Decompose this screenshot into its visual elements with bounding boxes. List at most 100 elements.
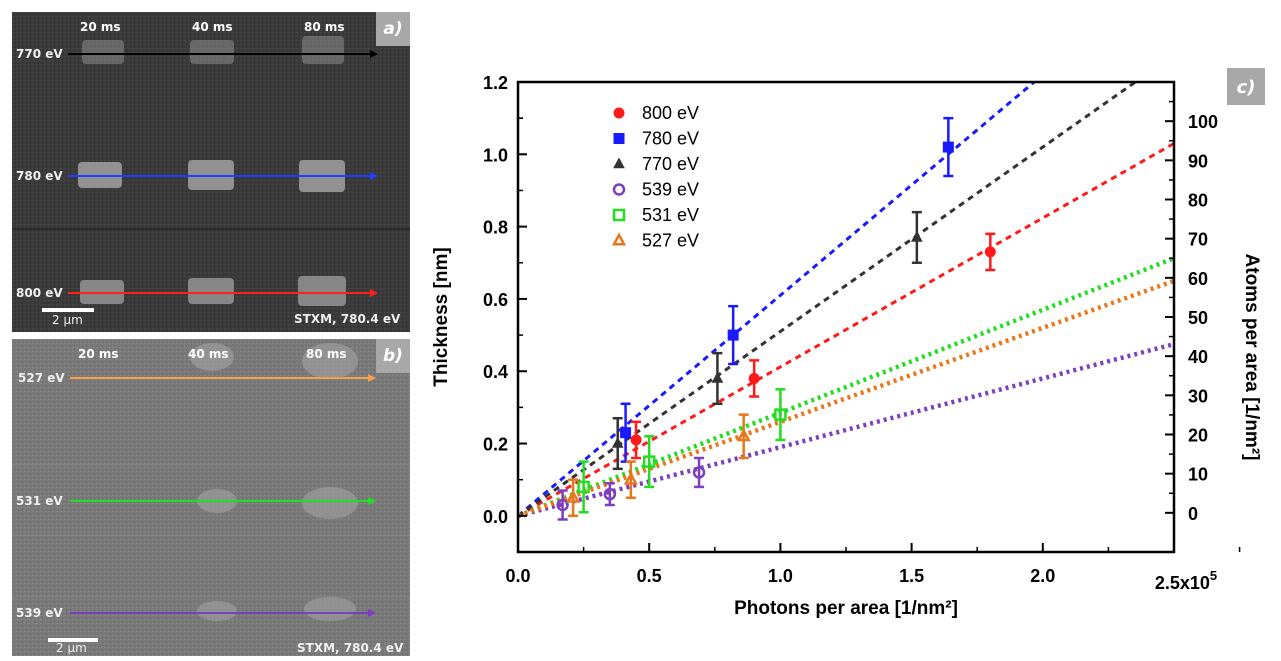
fit-line (518, 82, 1139, 518)
dwell-time-label: 80 ms (304, 20, 345, 34)
dwell-time-label: 40 ms (192, 20, 233, 34)
data-point (748, 372, 760, 384)
stxm-image-a: 20 ms 40 ms 80 ms 770 eV 780 eV 800 eV 2… (12, 12, 410, 332)
x-tick-label: 0.5 (637, 566, 662, 586)
scale-bar (42, 308, 94, 312)
y-tick-label: 0.4 (483, 362, 508, 382)
data-point (620, 427, 632, 439)
chart-panel: 0.0 0.5 1.0 1.5 2.0 2.5x105 0.0 0.2 0.4 0.6 0.8 1.0… (420, 0, 1281, 656)
stxm-image-b-canvas (12, 339, 410, 656)
legend-label: 531 eV (642, 205, 699, 225)
legend-marker (613, 157, 625, 169)
panel-tag-c-box (1227, 68, 1265, 105)
y-tick-label: 1.2 (483, 73, 508, 93)
data-point (556, 498, 569, 512)
data-point (727, 329, 739, 341)
data-point (911, 230, 923, 242)
data-point (711, 371, 724, 383)
data-point (577, 480, 590, 494)
legend-label: 539 eV (642, 180, 699, 200)
data-point (692, 466, 706, 479)
legend-marker (613, 107, 625, 119)
data-point (942, 141, 954, 153)
x-multiplier: x10 (1180, 573, 1210, 593)
x-tick-label-last: 2.5x105 (1155, 568, 1217, 593)
x-tick-label: 1.5 (899, 566, 924, 586)
image-caption: STXM, 780.4 eV (297, 641, 404, 655)
arrowhead-527 (368, 374, 376, 382)
arrowhead-531 (368, 497, 376, 505)
energy-label: 800 eV (16, 286, 63, 300)
y-axis-label: Thickness [nm] (431, 247, 452, 386)
y2-tick-label: 40 (1188, 347, 1208, 367)
energy-label: 531 eV (16, 494, 63, 508)
y-tick-label: 0.0 (483, 507, 508, 527)
data-point (774, 408, 787, 421)
fit-line (518, 341, 1174, 519)
x-tick-label: 2.5 (1155, 573, 1180, 593)
legend-marker (612, 183, 626, 196)
arrowhead-770 (370, 50, 378, 58)
y2-tick-label: 10 (1188, 465, 1208, 485)
arrowhead-780 (370, 172, 378, 180)
scale-bar (48, 638, 98, 642)
data-point (566, 489, 581, 503)
image-caption: STXM, 780.4 eV (294, 312, 401, 326)
energy-label: 770 eV (16, 47, 63, 61)
x-axis-label: Photons per area [1/nm²] (734, 598, 958, 619)
y2-tick-label: 30 (1188, 386, 1208, 406)
legend-marker (612, 208, 626, 222)
energy-label: 527 eV (18, 371, 65, 385)
x-tick-label: 1.0 (768, 566, 793, 586)
data-point (984, 246, 996, 258)
fit-lines (518, 82, 1174, 519)
panel-tag-c: c) (1237, 77, 1256, 98)
arrowhead-800 (370, 289, 378, 297)
data-point (630, 434, 642, 446)
y-tick-label: 0.8 (483, 218, 508, 238)
dwell-time-label: 20 ms (78, 347, 119, 361)
x-tick-label: 0.0 (505, 566, 530, 586)
energy-label: 780 eV (16, 169, 63, 183)
fit-line (518, 256, 1174, 518)
dwell-time-label: 40 ms (188, 347, 229, 361)
y2-tick-label: 80 (1188, 191, 1208, 211)
scale-bar-label: 2 µm (52, 313, 83, 327)
legend-marker (611, 232, 627, 246)
data-point (611, 436, 624, 448)
stxm-image-b: 20 ms 40 ms 80 ms 527 eV 531 eV 539 eV 2… (12, 339, 410, 656)
thickness-chart: 0.0 0.5 1.0 1.5 2.0 2.5x105 0.0 0.2 0.4 0.6 0.8 1.0… (431, 68, 1265, 619)
y2-axis-label: Atoms per area [1/nm²] (1241, 254, 1262, 461)
legend-label: 800 eV (642, 103, 699, 123)
fit-line (518, 142, 1174, 518)
panel-tag-b: b) (376, 339, 410, 373)
dwell-time-label: 20 ms (80, 20, 121, 34)
panel-tag-a: a) (376, 12, 410, 46)
y2-tick-label: 60 (1188, 269, 1208, 289)
legend-marker (613, 133, 625, 144)
legend-label: 780 eV (642, 129, 699, 149)
data-point (736, 428, 751, 442)
y2-tick-label: 0 (1188, 504, 1198, 524)
y2-tick-label: 70 (1188, 230, 1208, 250)
y2-tick-label: 90 (1188, 151, 1208, 171)
fit-line (518, 278, 1174, 518)
data-point (603, 487, 617, 501)
y2-tick-label: 100 (1188, 112, 1218, 132)
dwell-time-label: 80 ms (306, 347, 347, 361)
arrowhead-539 (368, 609, 376, 617)
legend-label: 527 eV (642, 231, 699, 251)
energy-label: 539 eV (16, 606, 63, 620)
y2-tick-label: 20 (1188, 426, 1208, 446)
plot-frame (516, 80, 1176, 554)
x-multiplier-exponent: 5 (1210, 568, 1217, 583)
data-point (623, 471, 638, 485)
scale-bar-label: 2 µm (56, 641, 87, 655)
y-tick-label: 1.0 (483, 145, 508, 165)
y2-tick-label: 50 (1188, 308, 1208, 328)
legend-label: 770 eV (642, 154, 699, 174)
fit-line (518, 82, 1037, 517)
data-point (642, 455, 656, 468)
x-tick-label: 2.0 (1030, 566, 1055, 586)
y-tick-label: 0.2 (483, 435, 508, 455)
